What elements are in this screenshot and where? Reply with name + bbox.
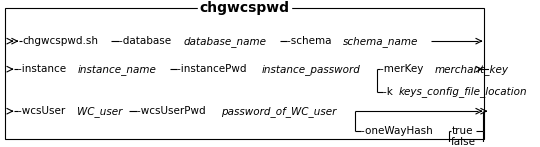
Text: -wcsUserPwd: -wcsUserPwd: [137, 106, 208, 116]
Text: -merKey: -merKey: [380, 64, 427, 74]
Text: -k: -k: [383, 87, 396, 97]
Text: merchant_key: merchant_key: [434, 64, 508, 75]
Text: instance_name: instance_name: [78, 64, 157, 75]
Text: password_of_WC_user: password_of_WC_user: [221, 106, 336, 117]
Text: -instance: -instance: [18, 64, 69, 74]
Text: WC_user: WC_user: [77, 106, 122, 117]
Text: chgwcspwd.sh: chgwcspwd.sh: [23, 36, 98, 46]
Text: -database: -database: [118, 36, 174, 46]
Text: true: true: [451, 126, 472, 136]
Text: -schema: -schema: [287, 36, 335, 46]
Text: schema_name: schema_name: [343, 36, 418, 47]
Text: -wcsUser: -wcsUser: [18, 106, 68, 116]
Text: -oneWayHash: -oneWayHash: [361, 126, 436, 136]
Text: keys_config_file_location: keys_config_file_location: [399, 86, 527, 97]
Text: database_name: database_name: [183, 36, 266, 47]
Text: instance_password: instance_password: [262, 64, 361, 75]
Text: chgwcspwd: chgwcspwd: [199, 1, 289, 15]
Text: false: false: [451, 137, 476, 147]
Text: -instancePwd: -instancePwd: [177, 64, 249, 74]
